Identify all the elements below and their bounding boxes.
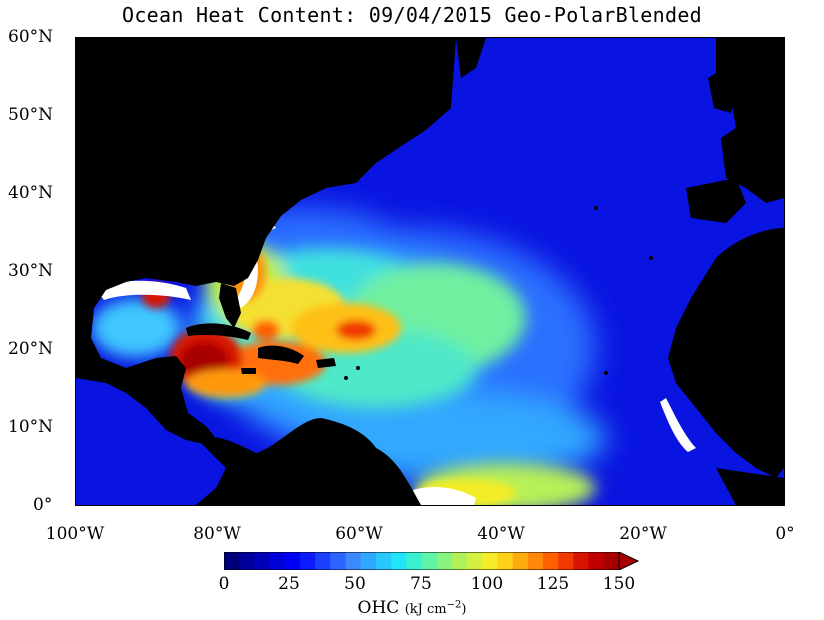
- colorbar-cell: [284, 552, 301, 570]
- colorbar: [224, 552, 639, 570]
- colorbar-cell: [512, 552, 529, 570]
- land: [76, 38, 784, 505]
- colorbar-tick-label: 50: [344, 574, 366, 594]
- colorbar-cell: [603, 552, 620, 570]
- colorbar-cell: [345, 552, 362, 570]
- colorbar-label: OHC: [357, 598, 400, 618]
- lon-tick-label: 60°W: [335, 524, 383, 544]
- colorbar-cell: [573, 552, 590, 570]
- colorbar-cell: [558, 552, 574, 570]
- colorbar-cell: [497, 552, 514, 570]
- africa-land: [668, 228, 784, 478]
- colorbar-cell: [527, 552, 544, 570]
- lat-tick-label: 50°N: [8, 105, 54, 125]
- colorbar-cells: [224, 552, 620, 570]
- colorbar-cell: [269, 552, 286, 570]
- colorbar-cell: [299, 552, 316, 570]
- south-america-land: [196, 418, 421, 505]
- colorbar-cell: [391, 552, 407, 570]
- colorbar-title: OHC (kJ cm−2): [0, 598, 824, 618]
- colorbar-cell: [224, 552, 240, 570]
- colorbar-tick-label: 25: [278, 574, 300, 594]
- colorbar-tick-label: 125: [536, 574, 570, 594]
- ohc-map: [75, 37, 785, 506]
- colorbar-cell: [330, 552, 347, 570]
- colorbar-cell: [254, 552, 271, 570]
- colorbar-cell: [588, 552, 605, 570]
- colorbar-units: (kJ cm−2): [404, 599, 467, 617]
- lat-tick-label: 60°N: [8, 27, 54, 47]
- colorbar-cell: [421, 552, 438, 570]
- colorbar-cell: [451, 552, 468, 570]
- lon-tick-label: 80°W: [193, 524, 241, 544]
- lat-tick-label: 40°N: [8, 183, 54, 203]
- colorbar-tick-label: 150: [602, 574, 636, 594]
- colorbar-cell: [360, 552, 377, 570]
- lon-tick-label: 0°: [775, 524, 795, 544]
- colorbar-cell: [482, 552, 498, 570]
- hispaniola-land: [258, 345, 304, 364]
- lat-tick-label: 20°N: [8, 339, 54, 359]
- lat-tick-label: 0°: [33, 495, 53, 515]
- lon-tick-label: 100°W: [45, 524, 105, 544]
- colorbar-cell: [436, 552, 453, 570]
- colorbar-cell: [543, 552, 559, 570]
- north-america-land: [76, 38, 456, 448]
- colorbar-cell: [467, 552, 483, 570]
- colorbar-cell: [375, 552, 392, 570]
- lon-tick-label: 40°W: [477, 524, 525, 544]
- lon-tick-label: 20°W: [619, 524, 667, 544]
- lat-tick-label: 30°N: [8, 261, 54, 281]
- colorbar-cell: [239, 552, 255, 570]
- colorbar-tick-label: 75: [410, 574, 432, 594]
- colorbar-overflow-arrow: [618, 552, 639, 570]
- map-title: Ocean Heat Content: 09/04/2015 Geo-Polar…: [121, 3, 703, 27]
- europe-land: [716, 38, 784, 203]
- colorbar-tick-label: 100: [470, 574, 504, 594]
- lat-tick-label: 10°N: [8, 417, 54, 437]
- colorbar-tick-label: 0: [218, 574, 230, 594]
- colorbar-cell: [406, 552, 422, 570]
- cuba-land: [186, 323, 251, 340]
- colorbar-cell: [315, 552, 331, 570]
